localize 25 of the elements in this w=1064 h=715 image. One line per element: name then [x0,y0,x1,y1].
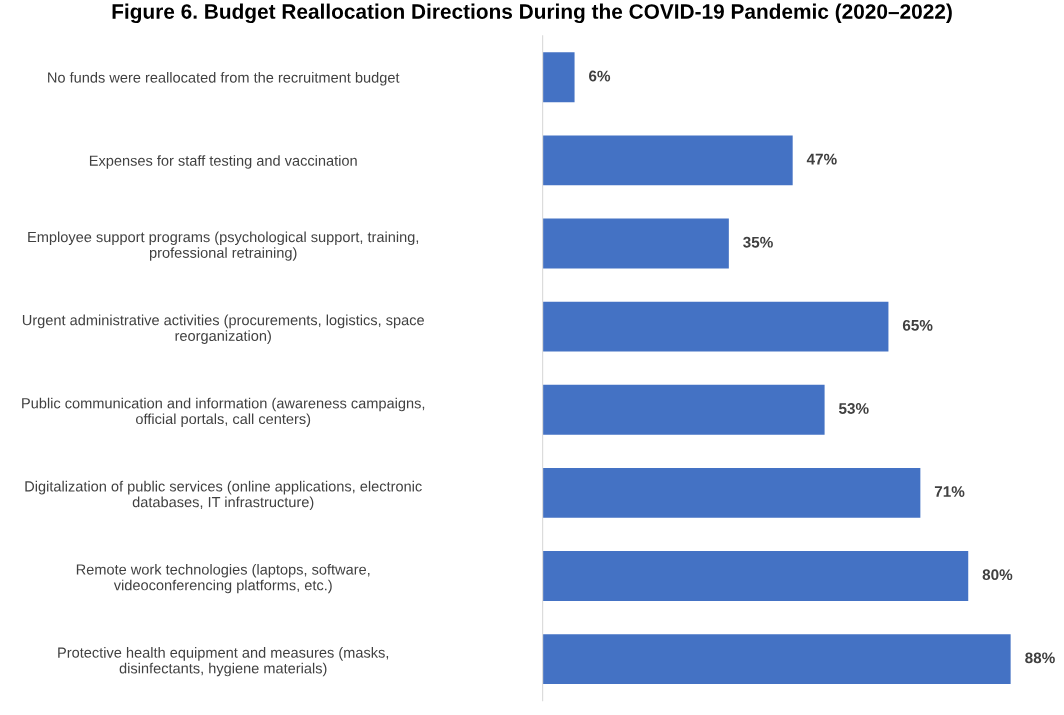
data-label: 80% [982,569,1013,581]
y-tick-label: Employee support programs (psychological support, training, professional retraining) [28,231,419,261]
y-tick-label: Protective health equipment and measures (masks, disinfectants, hygiene materials) [58,647,389,677]
data-label: 53% [838,403,869,414]
bar [542,634,1011,685]
data-label: 88% [1025,652,1055,664]
chart-title: Figure 6. Budget Reallocation Directions During the COVID-19 Pandemic (2020–2022) [112,3,952,24]
y-tick-label: Digitalization of public services (online applications, electronic databases, IT infrastructure) [25,480,422,511]
bar [542,52,575,103]
data-label: 47% [806,153,837,165]
y-tick-label: No funds were reallocated from the recruitment budget [48,72,400,86]
bar [542,301,889,352]
data-label: 35% [743,236,773,248]
data-label: 71% [934,486,965,497]
y-tick-label: Remote work technologies (laptops, software, videoconferencing platforms, etc.) [76,563,370,594]
y-tick-label: Public communication and information (awareness campaigns, official portals, call centers) [22,397,425,428]
data-label: 6% [589,70,611,82]
y-tick-label: Urgent administrative activities (procurements, logistics, space reorganization) [22,314,424,344]
bar [542,135,793,186]
y-tick-label: Expenses for staff testing and vaccination [89,155,357,169]
bar [542,218,729,269]
data-label: 65% [902,319,933,331]
bar [542,467,921,518]
bar [542,551,969,601]
bar [542,384,825,435]
